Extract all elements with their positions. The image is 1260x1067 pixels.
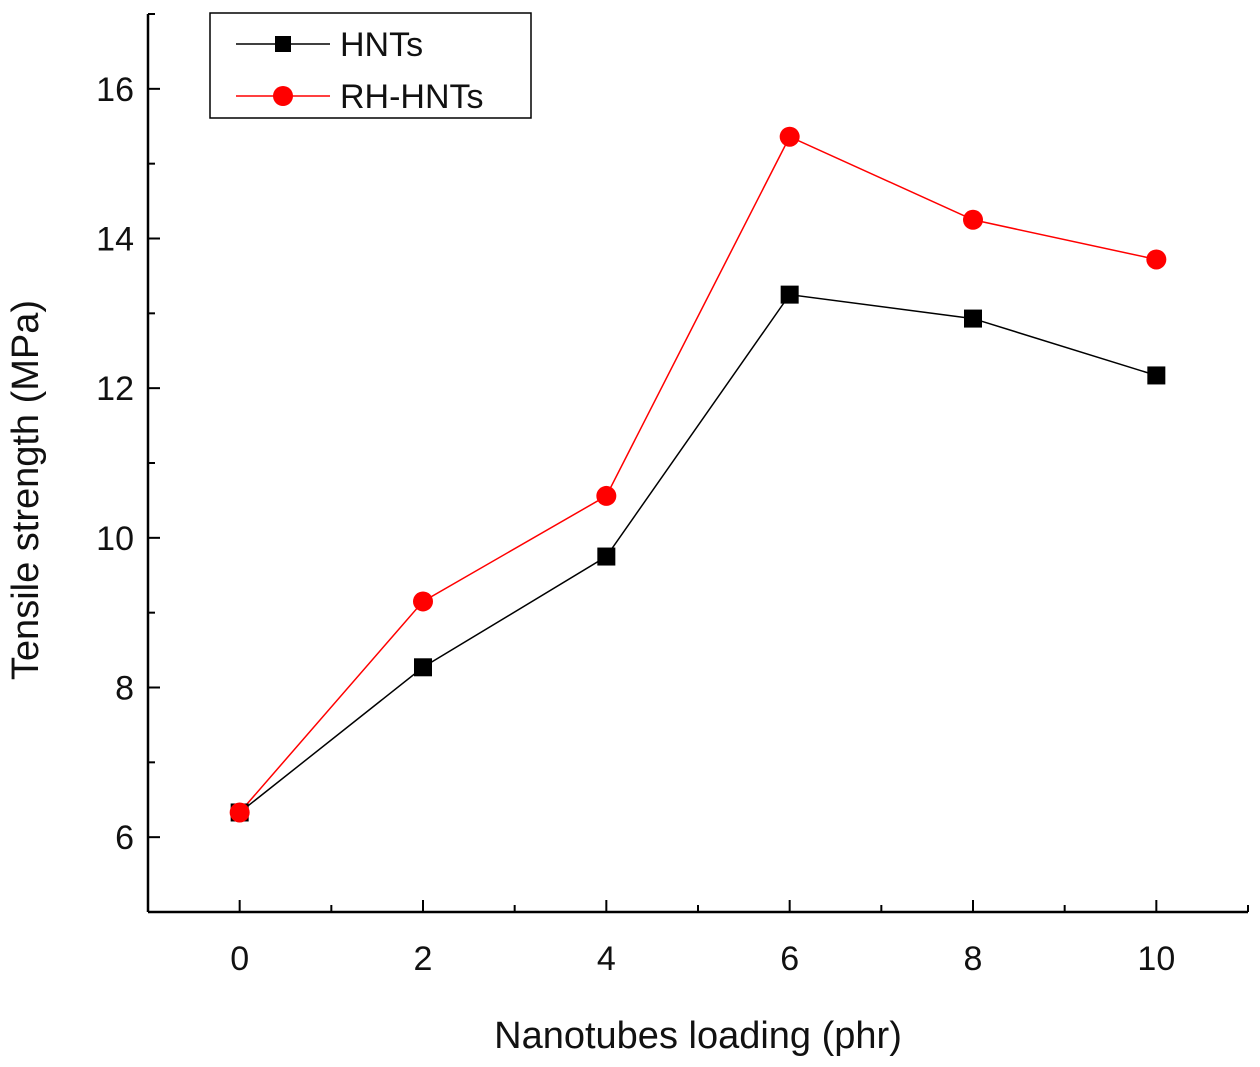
y-tick-label: 16 bbox=[96, 71, 134, 109]
y-tick-label: 12 bbox=[96, 370, 134, 408]
data-point-hnts bbox=[597, 547, 616, 566]
legend-box bbox=[209, 12, 532, 119]
y-tick-label: 14 bbox=[96, 221, 134, 259]
data-point-rh-hnts bbox=[1146, 249, 1167, 270]
series-line-hnts bbox=[239, 293, 1157, 814]
legend-marker-rh-hnts bbox=[273, 86, 293, 106]
x-tick-label: 4 bbox=[597, 940, 616, 978]
y-tick-label: 10 bbox=[96, 520, 134, 558]
x-axis-ticks: 0 2 4 6 8 10 bbox=[147, 900, 1249, 978]
data-point-rh-hnts bbox=[779, 126, 800, 147]
legend-label-hnts: HNTs bbox=[340, 26, 423, 64]
x-tick-label: 2 bbox=[414, 940, 433, 978]
y-tick-label: 6 bbox=[115, 819, 134, 857]
data-point-rh-hnts bbox=[963, 209, 983, 230]
data-point-hnts bbox=[1147, 366, 1166, 385]
data-point-hnts bbox=[414, 658, 432, 677]
x-tick-label: 8 bbox=[964, 940, 983, 978]
x-tick-label: 10 bbox=[1137, 940, 1175, 978]
legend-marker-hnts bbox=[275, 36, 291, 52]
x-tick-label: 0 bbox=[230, 940, 249, 978]
data-point-hnts bbox=[780, 285, 799, 304]
y-axis-ticks: 6 8 10 12 14 16 bbox=[96, 13, 160, 913]
x-axis-title: Nanotubes loading (phr) bbox=[494, 1015, 902, 1057]
data-point-rh-hnts bbox=[413, 591, 433, 612]
x-tick-label: 6 bbox=[780, 940, 799, 978]
data-point-rh-hnts bbox=[596, 485, 617, 506]
series-line-rh-hnts bbox=[239, 135, 1157, 813]
legend-label-rh-hnts: RH-HNTs bbox=[340, 78, 484, 116]
legend: HNTs RH-HNTs bbox=[209, 12, 532, 119]
series-layer bbox=[229, 126, 1167, 823]
data-point-hnts bbox=[964, 309, 982, 328]
data-point-rh-hnts bbox=[229, 802, 250, 823]
y-axis-title: Tensile strength (MPa) bbox=[5, 300, 47, 680]
y-tick-label: 8 bbox=[115, 670, 134, 708]
